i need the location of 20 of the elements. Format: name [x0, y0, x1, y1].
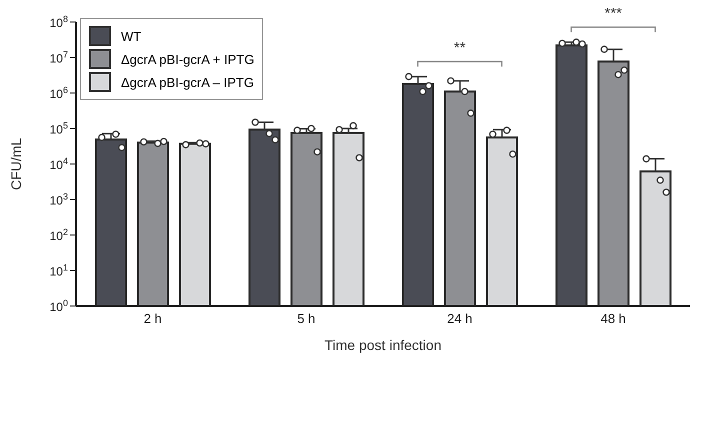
x-tick-label: 48 h — [600, 311, 626, 326]
annotation: *** — [604, 5, 622, 22]
y-tick-label: 10$^{2}$ — [50, 227, 68, 243]
y-tick-label: 10$^{0}$ — [50, 298, 68, 314]
y-tick-label: 10$^{7}$ — [50, 50, 68, 66]
x-axis-title: Time post infection — [324, 337, 442, 353]
x-tick-label: 5 h — [297, 311, 316, 326]
annotation: ** — [454, 40, 466, 57]
y-tick-label: 10$^{5}$ — [50, 120, 68, 136]
y-tick-label: 10$^{1}$ — [50, 262, 68, 278]
y-tick-label: 10$^{6}$ — [50, 85, 68, 101]
y-tick-label: 10$^{4}$ — [50, 156, 68, 172]
y-tick-label: 10$^{8}$ — [50, 14, 68, 30]
legend-label: WT — [121, 28, 142, 44]
y-axis-title: CFU/mL — [8, 138, 24, 190]
legend-label: ΔgcrA pBI-gcrA – IPTG — [121, 74, 254, 90]
y-tick-label: 10$^{3}$ — [50, 192, 68, 208]
legend-label: ΔgcrA pBI-gcrA + IPTG — [121, 52, 254, 66]
x-tick-label: 24 h — [447, 311, 472, 326]
x-tick-label: 2 h — [144, 311, 162, 326]
